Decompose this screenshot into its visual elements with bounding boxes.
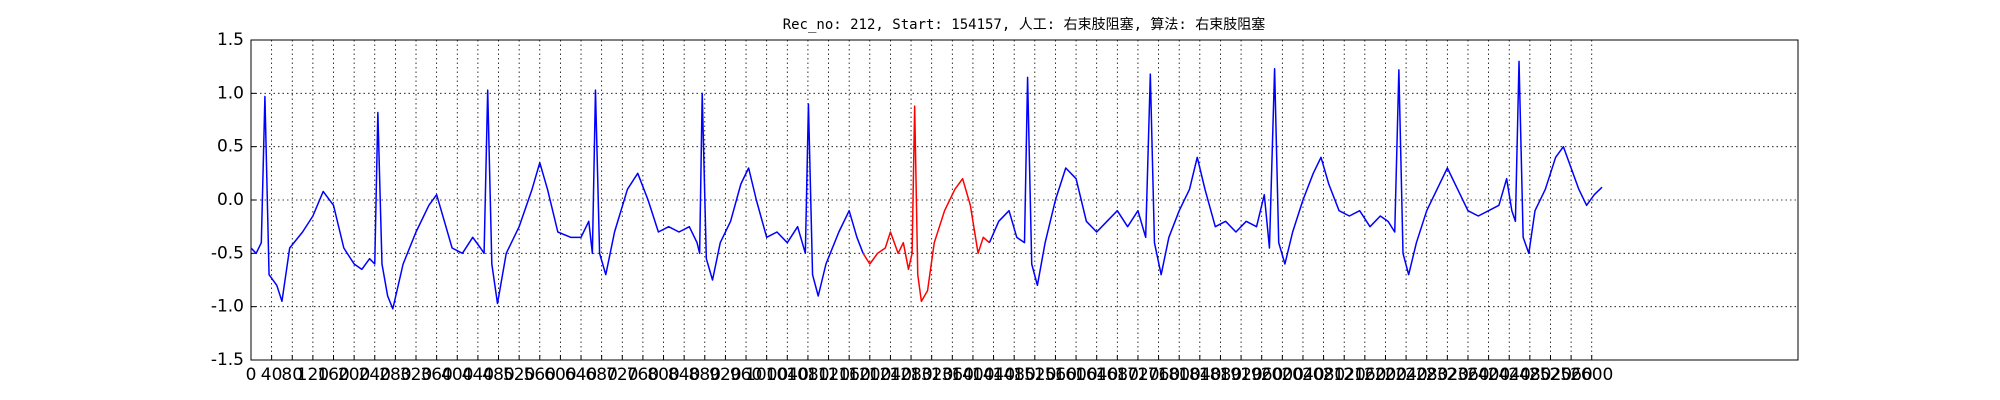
x-tick-label: 1160: [828, 365, 871, 385]
x-tick-label: 0: [246, 365, 257, 385]
x-tick-label: 520: [503, 365, 535, 385]
x-tick-label: 200: [338, 365, 370, 385]
x-tick-label: 1800: [1158, 365, 1201, 385]
y-tick-label: 1.0: [217, 83, 244, 103]
x-tick-label: 1360: [931, 365, 974, 385]
x-tick-label: 1840: [1178, 365, 1221, 385]
x-tick-label: 1640: [1075, 365, 1118, 385]
x-tick-label: 2080: [1302, 365, 1345, 385]
x-tick-label: 280: [379, 365, 411, 385]
x-tick-label: 1280: [889, 365, 932, 385]
x-tick-label: 1240: [869, 365, 912, 385]
x-tick-label: 1680: [1096, 365, 1139, 385]
x-tick-label: 1720: [1116, 365, 1159, 385]
x-tick-label: 1200: [848, 365, 891, 385]
x-tick-label: 400: [441, 365, 473, 385]
x-tick-label: 40: [261, 365, 283, 385]
x-tick-label: 680: [585, 365, 617, 385]
x-tick-label: 480: [482, 365, 514, 385]
x-tick-label: 1760: [1137, 365, 1180, 385]
x-tick-label: 1600: [1054, 365, 1097, 385]
x-tick-label: 600: [544, 365, 576, 385]
y-tick-label: 1.5: [217, 30, 244, 50]
y-tick-label: 0.0: [217, 190, 244, 210]
x-tick-label: 240: [359, 365, 391, 385]
x-tick-label: 920: [709, 365, 741, 385]
x-tick-label: 2520: [1529, 365, 1572, 385]
x-tick-label: 1960: [1240, 365, 1283, 385]
x-tick-label: 1880: [1199, 365, 1242, 385]
x-tick-label: 440: [462, 365, 494, 385]
x-tick-label: 2440: [1488, 365, 1531, 385]
x-tick-label: 1120: [807, 365, 850, 385]
x-tick-label: 2320: [1426, 365, 1469, 385]
x-tick-label: 1440: [972, 365, 1015, 385]
x-tick-label: 1320: [910, 365, 953, 385]
x-tick-label: 2600: [1570, 365, 1613, 385]
x-tick-label: 1000: [745, 365, 788, 385]
x-tick-label: 1520: [1013, 365, 1056, 385]
ecg-line: [250, 89, 864, 310]
x-tick-label: 1040: [766, 365, 809, 385]
x-tick-label: 2120: [1323, 365, 1366, 385]
x-tick-label: 560: [524, 365, 556, 385]
plot-frame: [250, 39, 1799, 361]
x-tick-label: 840: [668, 365, 700, 385]
x-tick-label: 360: [420, 365, 452, 385]
x-tick-label: 2000: [1261, 365, 1304, 385]
x-tick-label: 80: [281, 365, 303, 385]
x-tick-label: 2480: [1508, 365, 1551, 385]
x-tick-label: 2360: [1446, 365, 1489, 385]
x-tick-label: 720: [606, 365, 638, 385]
x-tick-label: 2040: [1281, 365, 1324, 385]
x-tick-label: 2560: [1549, 365, 1592, 385]
x-tick-label: 160: [317, 365, 349, 385]
x-tick-label: 1560: [1034, 365, 1077, 385]
x-tick-label: 2160: [1343, 365, 1386, 385]
chart-title: Rec_no: 212, Start: 154157, 人工: 右束肢阻塞, 算…: [783, 16, 1266, 33]
y-tick-label: -0.5: [211, 243, 244, 263]
x-tick-label: 1400: [951, 365, 994, 385]
y-tick-label: 0.5: [217, 137, 244, 157]
ecg-line: [988, 60, 1603, 287]
x-tick-label: 2240: [1384, 365, 1427, 385]
x-tick-label: 2280: [1405, 365, 1448, 385]
y-tick-label: -1.5: [211, 350, 244, 370]
x-tick-label: 760: [627, 365, 659, 385]
x-tick-label: 320: [400, 365, 432, 385]
ecg-line: [862, 105, 990, 303]
x-tick-label: 640: [565, 365, 597, 385]
x-tick-label: 800: [647, 365, 679, 385]
x-tick-label: 1080: [786, 365, 829, 385]
x-tick-label: 1480: [993, 365, 1036, 385]
x-tick-label: 1920: [1219, 365, 1262, 385]
y-tick-label: -1.0: [211, 297, 244, 317]
x-tick-label: 2200: [1364, 365, 1407, 385]
x-tick-label: 120: [297, 365, 329, 385]
x-tick-label: 880: [689, 365, 721, 385]
x-tick-label: 2400: [1467, 365, 1510, 385]
x-tick-label: 960: [730, 365, 762, 385]
